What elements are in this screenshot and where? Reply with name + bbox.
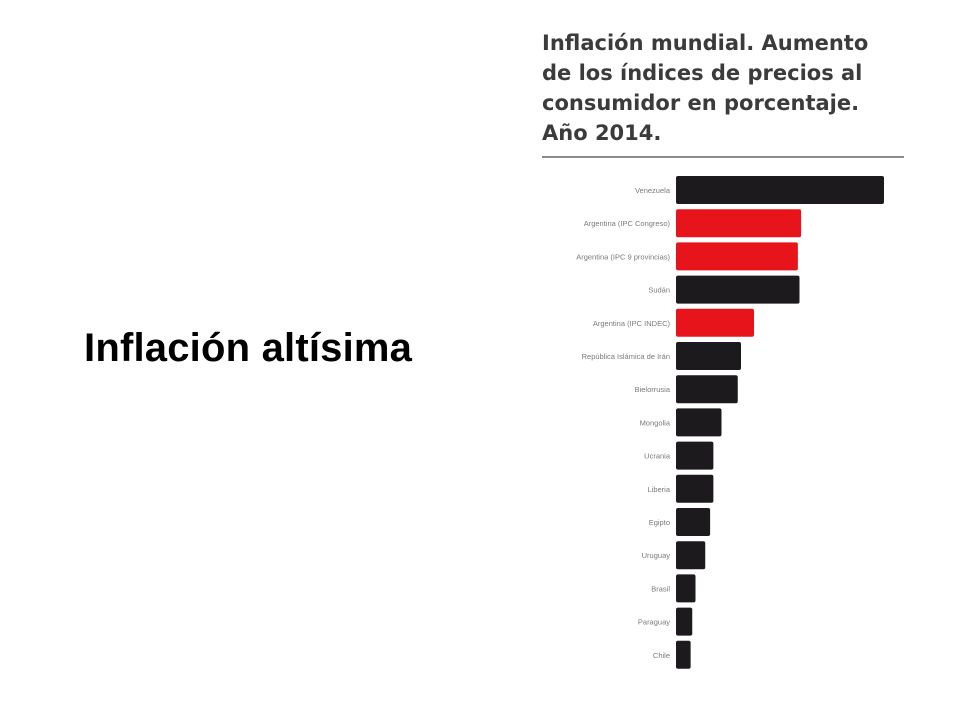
- bar-argentina-ipc-congreso: [676, 209, 802, 238]
- bar-venezuela: [676, 176, 884, 204]
- category-label: Argentina (IPC Congreso): [584, 219, 671, 228]
- slide-title: Inflación altísima: [84, 326, 413, 370]
- category-label: Argentina (IPC INDEC): [593, 319, 671, 328]
- bar-uruguay: [676, 541, 706, 570]
- bar-sud-n: [676, 275, 800, 304]
- chart-title: Inflación mundial. Aumento de los índice…: [542, 31, 869, 145]
- bar-chart: Venezuela Argentina (IPC Congreso) Argenti…: [576, 176, 884, 669]
- category-label: Argentina (IPC 9 provincias): [576, 252, 670, 261]
- category-label: Ucrania: [644, 452, 671, 461]
- bar-egipto: [676, 508, 711, 536]
- category-label: Paraguay: [638, 618, 670, 627]
- category-label: Chile: [653, 651, 670, 660]
- category-label: República Islámica de Irán: [582, 352, 670, 361]
- bar-ucrania: [676, 441, 714, 470]
- bar-brasil: [676, 574, 696, 603]
- category-label: Mongolia: [640, 418, 671, 427]
- category-label: Brasil: [651, 584, 670, 593]
- category-label: Bielorrusia: [635, 385, 671, 394]
- category-label: Venezuela: [635, 186, 671, 195]
- category-label: Egipto: [649, 518, 670, 527]
- chart-title-divider: [542, 156, 904, 158]
- bar-rep-blica-isl-mica-de-ir-n: [676, 342, 741, 370]
- bar-mongolia: [676, 408, 722, 437]
- category-label: Liberia: [647, 485, 670, 494]
- bar-bielorrusia: [676, 375, 738, 404]
- bar-argentina-ipc-indec: [676, 308, 754, 337]
- bar-chile: [676, 640, 691, 669]
- bars-group: [676, 176, 884, 669]
- category-label: Sudán: [648, 286, 670, 295]
- bar-paraguay: [676, 607, 693, 636]
- bar-liberia: [676, 474, 714, 503]
- category-labels: Venezuela Argentina (IPC Congreso) Argenti…: [576, 186, 671, 660]
- category-label: Uruguay: [642, 551, 671, 560]
- bar-argentina-ipc-9-provincias: [676, 242, 798, 271]
